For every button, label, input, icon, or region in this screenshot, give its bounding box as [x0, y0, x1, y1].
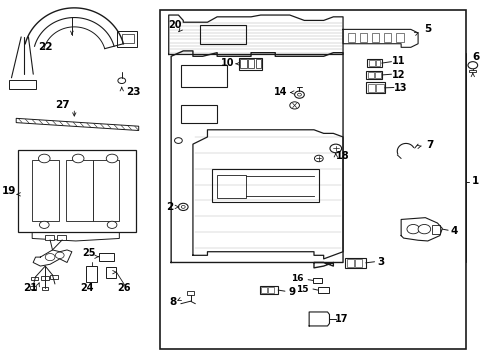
Circle shape	[107, 221, 117, 228]
Bar	[9, 80, 36, 89]
Text: 26: 26	[117, 283, 131, 293]
Text: 20: 20	[167, 20, 181, 30]
Circle shape	[40, 221, 49, 228]
Polygon shape	[16, 118, 139, 131]
Bar	[347, 33, 354, 42]
Bar	[50, 275, 58, 279]
Bar	[376, 84, 383, 92]
Bar	[312, 278, 321, 283]
Bar	[41, 276, 49, 280]
Bar	[354, 259, 361, 267]
Circle shape	[106, 154, 118, 163]
Text: 16: 16	[290, 274, 303, 283]
Text: 13: 13	[394, 83, 407, 93]
Bar	[367, 84, 374, 92]
Text: 8: 8	[169, 297, 176, 307]
Bar	[30, 286, 36, 289]
Text: 14: 14	[274, 87, 287, 97]
Circle shape	[181, 206, 185, 208]
Circle shape	[314, 155, 323, 162]
Bar	[181, 105, 217, 123]
Bar	[366, 82, 384, 93]
Circle shape	[406, 225, 419, 234]
Bar	[200, 25, 245, 44]
Text: 18: 18	[336, 151, 349, 161]
Bar	[346, 259, 353, 267]
Bar	[117, 31, 136, 47]
Bar	[268, 287, 274, 293]
Text: 10: 10	[221, 58, 234, 68]
Text: 2: 2	[166, 202, 173, 212]
Bar	[98, 253, 114, 261]
Bar	[247, 59, 254, 68]
Text: 23: 23	[126, 87, 141, 97]
Bar	[18, 149, 136, 232]
Text: 11: 11	[391, 56, 405, 66]
Bar	[45, 234, 54, 240]
Text: 24: 24	[81, 283, 94, 293]
Bar	[255, 59, 260, 68]
Circle shape	[72, 154, 84, 163]
Circle shape	[174, 138, 182, 143]
Bar	[86, 266, 97, 282]
Bar	[122, 34, 134, 43]
Text: 4: 4	[450, 226, 457, 236]
Bar	[93, 160, 119, 221]
Bar	[395, 33, 403, 42]
Circle shape	[329, 144, 341, 153]
Bar	[468, 69, 475, 72]
Bar	[371, 33, 379, 42]
Circle shape	[55, 252, 64, 258]
Bar	[359, 33, 366, 42]
Bar	[187, 291, 194, 295]
Text: 22: 22	[38, 42, 52, 52]
Circle shape	[178, 203, 188, 211]
Bar	[431, 225, 440, 234]
Circle shape	[467, 62, 477, 69]
Bar	[66, 160, 93, 221]
Bar	[31, 277, 39, 280]
Circle shape	[294, 91, 304, 98]
Bar	[240, 59, 246, 68]
Bar	[261, 287, 266, 293]
Bar	[42, 287, 47, 290]
Bar	[384, 33, 391, 42]
Bar	[374, 72, 380, 78]
Bar	[368, 60, 374, 66]
Text: 12: 12	[391, 70, 405, 80]
Bar	[57, 234, 66, 240]
Bar	[181, 65, 226, 87]
Bar	[160, 10, 465, 348]
Text: 19: 19	[2, 186, 16, 196]
Bar	[345, 258, 365, 268]
Text: 17: 17	[335, 314, 348, 324]
Bar	[317, 287, 328, 293]
Bar	[32, 160, 59, 221]
Text: 6: 6	[471, 52, 478, 62]
Bar	[212, 169, 318, 202]
Circle shape	[297, 93, 301, 96]
Circle shape	[289, 102, 299, 109]
Text: 3: 3	[376, 257, 384, 267]
Text: 5: 5	[424, 24, 431, 34]
Bar	[367, 72, 373, 78]
Text: 25: 25	[82, 248, 95, 258]
Text: 9: 9	[287, 287, 295, 297]
Bar	[259, 286, 278, 294]
Text: 7: 7	[426, 140, 433, 150]
Text: 1: 1	[471, 176, 478, 186]
Text: 27: 27	[55, 100, 69, 110]
Circle shape	[118, 78, 125, 84]
Circle shape	[417, 225, 430, 234]
Circle shape	[45, 253, 55, 261]
Bar	[375, 60, 380, 66]
Bar	[239, 58, 262, 69]
Text: 21: 21	[23, 283, 38, 293]
Circle shape	[39, 154, 50, 163]
Bar	[217, 175, 245, 198]
Text: 15: 15	[295, 284, 307, 293]
Bar	[105, 267, 116, 278]
Bar	[366, 71, 382, 79]
Bar	[366, 59, 381, 67]
